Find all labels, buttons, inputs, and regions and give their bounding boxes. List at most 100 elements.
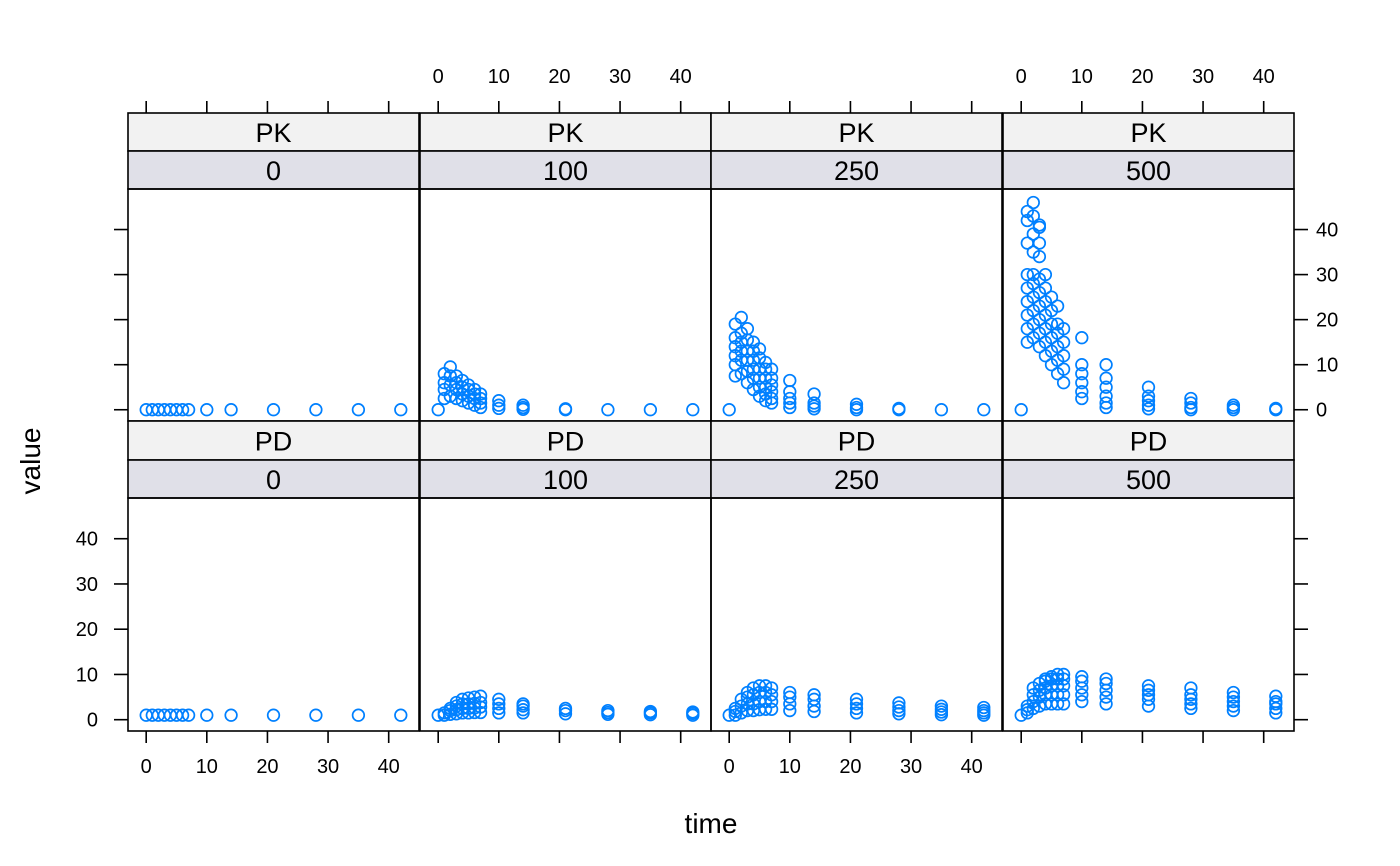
data-point (266, 708, 281, 722)
x-tick-label: 30 (1192, 66, 1214, 88)
points (431, 689, 700, 722)
data-point (746, 353, 761, 367)
data-point (1075, 681, 1089, 695)
panel-border (1002, 497, 1295, 732)
data-point (516, 703, 530, 717)
data-point (309, 403, 323, 417)
data-point (764, 681, 779, 695)
data-point (1269, 689, 1283, 703)
panel-pk-0: PK 0 (127, 112, 420, 422)
data-point (1056, 672, 1071, 686)
panel-pk-100: PK 100 (419, 112, 712, 422)
data-point (1020, 267, 1034, 282)
data-point (473, 689, 488, 703)
data-point (492, 701, 506, 716)
data-point (1099, 683, 1113, 697)
x-tick-label: 30 (900, 756, 922, 778)
data-point (1141, 692, 1156, 706)
data-point (473, 705, 488, 720)
axes-layer: 0 10 20 30 40 0 10 20 30 40 0 10 20 30 40 0 10 20 30 40 0 10 2… (76, 66, 1339, 778)
data-point (1056, 362, 1071, 376)
data-point (764, 702, 779, 716)
data-point (783, 391, 797, 406)
data-point (455, 380, 470, 394)
points (722, 310, 991, 417)
data-point (1044, 317, 1059, 331)
points (1014, 195, 1283, 417)
data-point (473, 400, 488, 415)
data-point (1056, 376, 1071, 390)
data-point (764, 362, 779, 376)
data-point (492, 398, 506, 412)
x-tick-label: 0 (1016, 66, 1027, 88)
data-point (1099, 690, 1113, 704)
data-point (1075, 674, 1089, 688)
data-point (1075, 367, 1089, 381)
data-point (1099, 389, 1113, 403)
x-tick-label: 0 (724, 756, 735, 778)
data-point (1056, 349, 1071, 363)
data-point (1026, 195, 1040, 210)
data-point (740, 353, 755, 367)
points (139, 403, 408, 417)
data-point (601, 403, 615, 417)
data-point (1056, 697, 1071, 711)
data-point (758, 394, 773, 408)
data-point (1014, 403, 1028, 417)
y-tick-label: 0 (87, 710, 98, 732)
data-point (892, 401, 906, 416)
data-point (643, 403, 658, 417)
data-point (764, 694, 779, 709)
data-point (1184, 688, 1198, 702)
strip-inner (1002, 459, 1295, 499)
data-point (431, 403, 445, 417)
strip-label-row: PK (547, 118, 583, 148)
strip-outer (1002, 420, 1295, 461)
panel-pd-250: PD 250 (710, 420, 1003, 732)
data-point (473, 396, 488, 410)
data-point (934, 699, 949, 713)
strip-label-dose: 0 (266, 156, 281, 186)
strip-inner (710, 150, 1003, 190)
data-point (752, 342, 767, 356)
data-point (1226, 398, 1241, 412)
x-tick-label: 40 (961, 756, 983, 778)
data-point (175, 708, 190, 722)
data-point (309, 708, 323, 722)
data-point (783, 373, 797, 388)
data-point (1141, 394, 1156, 408)
data-point (1026, 701, 1040, 716)
y-tick-label: 40 (76, 529, 98, 551)
data-point (686, 705, 700, 719)
data-point (1226, 685, 1241, 700)
x-tick-label: 10 (779, 756, 801, 778)
x-tick-label: 30 (317, 756, 339, 778)
data-point (783, 385, 797, 399)
data-point (1184, 681, 1198, 695)
points (431, 360, 700, 417)
data-point (758, 362, 773, 376)
data-point (977, 403, 991, 417)
strip-label-dose: 100 (543, 156, 588, 186)
x-tick-label: 40 (378, 756, 400, 778)
data-point (175, 403, 190, 417)
strip-label-dose: 500 (1126, 465, 1171, 495)
strip-label-row: PD (838, 427, 876, 457)
strip-label-dose: 100 (543, 465, 588, 495)
data-point (764, 688, 779, 702)
data-point (783, 400, 797, 415)
strip-label-row: PD (547, 427, 585, 457)
data-point (200, 403, 214, 417)
data-point (783, 685, 797, 700)
data-point (1044, 290, 1059, 304)
strip-outer (127, 420, 420, 461)
data-point (734, 706, 748, 720)
data-point (892, 696, 906, 710)
data-point (1141, 380, 1156, 394)
data-point (473, 387, 488, 401)
data-point (224, 708, 238, 722)
data-point (1269, 401, 1283, 416)
data-point (492, 697, 506, 711)
strip-outer (1002, 112, 1295, 152)
data-point (1226, 703, 1241, 718)
